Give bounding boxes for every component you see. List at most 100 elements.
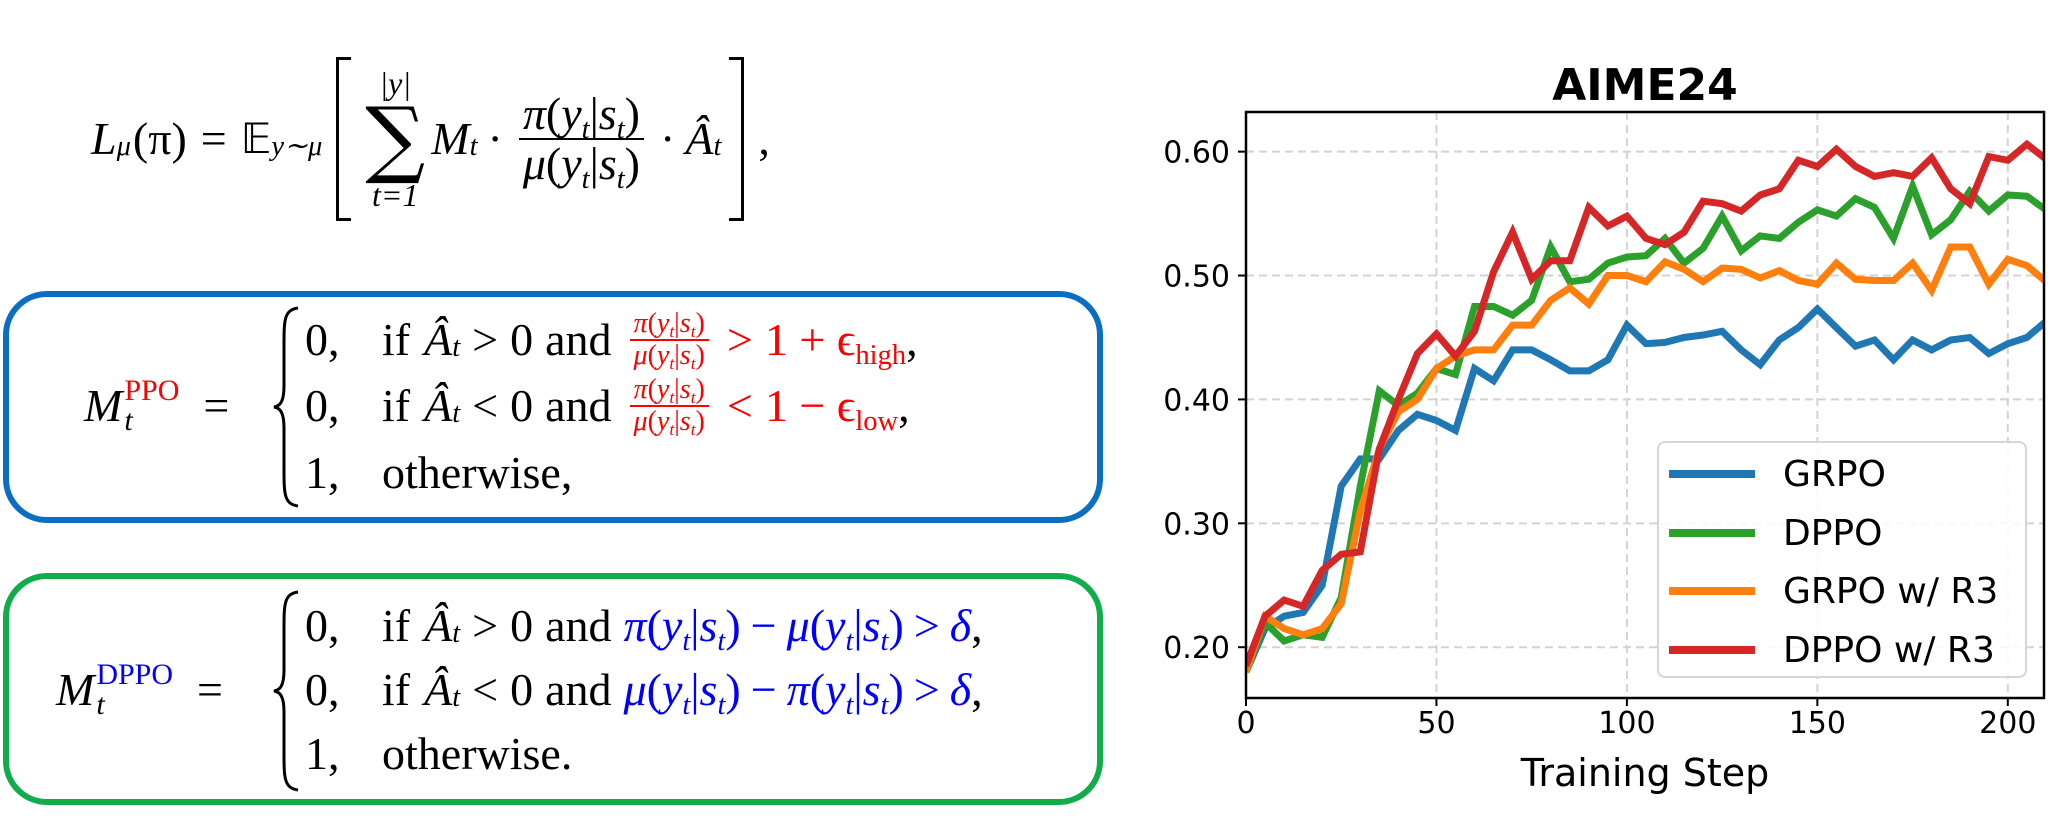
clip-bound: 1 + ϵ	[764, 314, 856, 365]
ppo-mask-box	[3, 291, 1103, 523]
state-subscript: t	[690, 420, 696, 440]
ppo-superscript: PPO	[124, 374, 180, 407]
state-subscript: t	[690, 388, 696, 408]
token-symbol: y	[656, 340, 670, 371]
paren: )	[695, 374, 705, 405]
state-subscript: t	[717, 625, 726, 657]
given-bar: |	[853, 600, 863, 651]
mask-symbol: M	[431, 113, 470, 164]
advantage-subscript: t	[713, 131, 722, 163]
row-if: if	[382, 380, 411, 431]
comma: ,	[971, 664, 983, 715]
ratio-fraction: π(yt|st) μ(yt|st)	[629, 308, 709, 372]
advantage-symbol: Â	[424, 600, 453, 651]
given-bar: |	[589, 138, 599, 189]
row-and: and	[545, 380, 612, 431]
paren: )	[624, 138, 640, 189]
legend-swatch	[1669, 529, 1755, 537]
token-symbol: y	[561, 138, 582, 189]
paren: (	[647, 308, 657, 339]
state-symbol: s	[679, 340, 691, 371]
advantage-subscript: t	[452, 682, 461, 714]
row-value: 1,	[305, 447, 340, 498]
legend: GRPO DPPO GRPO w/ R3 DPPO w/ R3	[1657, 441, 2027, 678]
token-subscript: t	[669, 420, 675, 440]
equals-sign: =	[197, 664, 223, 715]
paren: )	[725, 600, 741, 651]
state-symbol: s	[699, 664, 718, 715]
comparison-operator: >	[726, 314, 753, 365]
mask-subscript: t	[124, 404, 133, 437]
state-subscript: t	[880, 625, 889, 657]
paren: (	[646, 600, 662, 651]
state-subscript: t	[616, 113, 625, 145]
given-bar: |	[674, 406, 680, 437]
paren: (	[545, 138, 562, 189]
loss-subscript: μ	[116, 131, 131, 163]
minus-sign: −	[750, 600, 777, 651]
row-if: if	[382, 664, 411, 715]
paren: )	[624, 88, 640, 139]
x-tick-label: 150	[1789, 706, 1846, 741]
legend-swatch	[1669, 470, 1755, 478]
function-symbol: π	[633, 308, 648, 339]
mask-symbol: M	[56, 664, 95, 715]
y-tick-label: 0.60	[1163, 136, 1230, 171]
divergence-condition: π(yt|st) − μ(yt|st) > δ	[624, 600, 972, 656]
paren: )	[695, 308, 705, 339]
given-bar: |	[853, 664, 863, 715]
legend-item-grpo-r3: GRPO w/ R3	[1669, 571, 1998, 612]
given-bar: |	[589, 88, 599, 139]
legend-item-dppo-r3: DPPO w/ R3	[1669, 629, 1995, 671]
legend-label: DPPO w/ R3	[1783, 629, 1995, 671]
y-tick-label: 0.50	[1163, 260, 1230, 295]
function-symbol: μ	[522, 138, 546, 189]
series-line-dppo-w-r3	[1246, 139, 2044, 668]
function-symbol: π	[633, 374, 648, 405]
mask-subscript: t	[96, 688, 105, 721]
x-tick-label: 100	[1598, 706, 1655, 741]
series-lines	[1246, 139, 2044, 674]
zero: 0	[510, 314, 534, 365]
row-if: if	[382, 314, 411, 365]
left-brace-icon	[273, 590, 299, 792]
token-subscript: t	[682, 625, 691, 657]
epsilon-subscript: low	[855, 405, 899, 437]
token-symbol: y	[656, 406, 670, 437]
token-symbol: y	[825, 664, 846, 715]
paren: (	[545, 88, 562, 139]
token-symbol: y	[661, 664, 683, 715]
legend-label: DPPO	[1783, 512, 1883, 554]
expectation-symbol: 𝔼	[240, 114, 272, 163]
policy-prob: π(yt|st)	[786, 664, 904, 720]
row-and: and	[545, 664, 612, 715]
row-if: if	[382, 600, 411, 651]
equals-sign: =	[203, 380, 230, 431]
delta-threshold: δ	[949, 600, 972, 651]
dppo-row-3: 1, otherwise.	[305, 724, 572, 784]
comparison-operator: <	[472, 380, 499, 431]
legend-item-grpo: GRPO	[1669, 454, 1886, 495]
legend-swatch	[1669, 587, 1755, 595]
zero: 0	[510, 664, 534, 715]
importance-ratio: π(yt|st) μ(yt|st)	[518, 88, 644, 193]
paren: (	[647, 340, 657, 371]
token-subscript: t	[682, 689, 691, 721]
state-symbol: s	[862, 600, 881, 651]
x-tick-label: 200	[1979, 706, 2036, 741]
paren: (	[647, 406, 657, 437]
paren: )	[695, 406, 705, 437]
plot-frame	[1244, 110, 2046, 700]
function-symbol: π	[786, 664, 810, 715]
row-value: 0,	[305, 380, 340, 431]
given-bar: |	[674, 340, 680, 371]
sum-upper-limit: |y|	[379, 65, 412, 102]
dppo-mask-lhs: M DPPO t =	[56, 660, 223, 720]
comparison-operator: >	[472, 600, 499, 651]
x-tick-label: 50	[1417, 706, 1455, 741]
series-line-dppo	[1246, 176, 2044, 674]
row-and: and	[545, 600, 612, 651]
y-tick-label: 0.20	[1163, 631, 1230, 666]
